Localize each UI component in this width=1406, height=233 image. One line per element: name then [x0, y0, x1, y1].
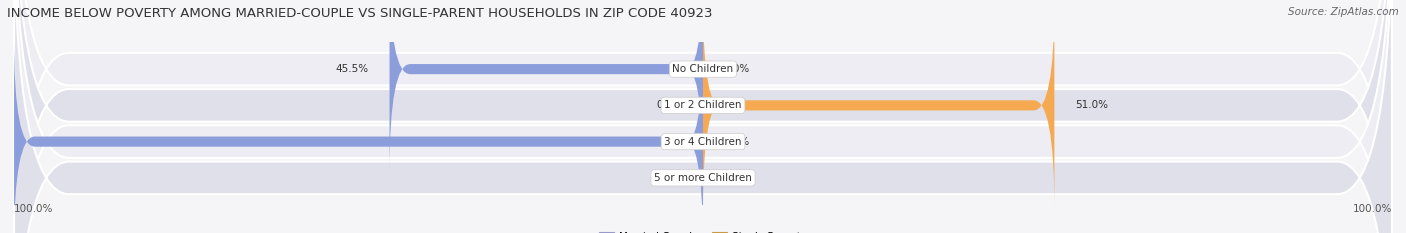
Text: 0.0%: 0.0% [724, 137, 749, 147]
FancyBboxPatch shape [14, 0, 1392, 233]
Text: INCOME BELOW POVERTY AMONG MARRIED-COUPLE VS SINGLE-PARENT HOUSEHOLDS IN ZIP COD: INCOME BELOW POVERTY AMONG MARRIED-COUPL… [7, 7, 713, 20]
Text: 0.0%: 0.0% [724, 173, 749, 183]
Text: 45.5%: 45.5% [336, 64, 368, 74]
Text: 0.0%: 0.0% [657, 173, 682, 183]
FancyBboxPatch shape [14, 38, 703, 233]
FancyBboxPatch shape [14, 0, 1392, 233]
FancyBboxPatch shape [14, 0, 1392, 233]
FancyBboxPatch shape [703, 2, 1054, 209]
Text: 51.0%: 51.0% [1076, 100, 1108, 110]
Text: 5 or more Children: 5 or more Children [654, 173, 752, 183]
FancyBboxPatch shape [14, 0, 1392, 233]
Text: 1 or 2 Children: 1 or 2 Children [664, 100, 742, 110]
Text: 100.0%: 100.0% [1353, 204, 1392, 214]
Text: 3 or 4 Children: 3 or 4 Children [664, 137, 742, 147]
Text: 100.0%: 100.0% [14, 204, 53, 214]
Text: 0.0%: 0.0% [724, 64, 749, 74]
Text: Source: ZipAtlas.com: Source: ZipAtlas.com [1288, 7, 1399, 17]
Text: 0.0%: 0.0% [657, 100, 682, 110]
Legend: Married Couples, Single Parents: Married Couples, Single Parents [596, 229, 810, 233]
Text: No Children: No Children [672, 64, 734, 74]
FancyBboxPatch shape [389, 0, 703, 173]
